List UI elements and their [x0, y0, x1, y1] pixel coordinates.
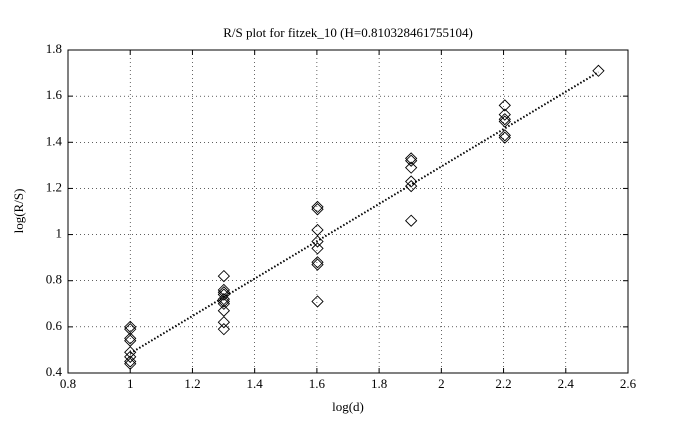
marker: [311, 242, 324, 255]
y-tick-label: 0.6: [46, 318, 63, 333]
marker: [311, 258, 324, 271]
marker: [124, 332, 137, 345]
marker: [405, 161, 418, 174]
marker: [311, 200, 324, 214]
marker: [498, 131, 511, 144]
marker: [311, 235, 324, 248]
x-axis-label: log(d): [332, 399, 364, 414]
x-tick-label: 0.8: [60, 376, 76, 391]
x-tick-label: 2.4: [558, 376, 575, 391]
x-tick-label: 2.2: [495, 376, 511, 391]
y-tick-label: 1.4: [46, 133, 63, 148]
marker: [217, 316, 231, 329]
marker: [311, 223, 324, 237]
marker: [592, 64, 605, 77]
marker: [405, 152, 418, 165]
y-tick-label: 1.8: [46, 41, 62, 56]
y-tick-label: 1.2: [46, 179, 62, 194]
marker: [124, 350, 137, 363]
marker: [124, 355, 137, 368]
marker: [311, 203, 324, 216]
marker: [405, 154, 418, 167]
y-tick-label: 1: [56, 226, 63, 241]
marker: [217, 297, 231, 310]
marker: [498, 129, 511, 142]
x-tick-label: 1.6: [309, 376, 326, 391]
x-tick-label: 2.6: [620, 376, 637, 391]
fit-line: [129, 71, 599, 355]
chart-title: R/S plot for fitzek_10 (H=0.810328461755…: [223, 25, 473, 40]
marker: [498, 108, 511, 121]
x-tick-label: 1: [127, 376, 134, 391]
marker: [217, 269, 231, 283]
marker: [124, 357, 137, 370]
x-tick-label: 1.2: [184, 376, 200, 391]
marker: [217, 295, 231, 308]
marker: [498, 115, 511, 128]
marker: [217, 323, 231, 336]
x-tick-label: 1.8: [371, 376, 387, 391]
x-tick-label: 1.4: [247, 376, 264, 391]
marker: [311, 295, 324, 308]
marker: [217, 288, 231, 301]
y-tick-label: 1.6: [46, 87, 63, 102]
y-axis-label: log(R/S): [11, 189, 26, 234]
marker: [311, 256, 324, 269]
x-tick-label: 2: [438, 376, 445, 391]
marker: [405, 214, 418, 227]
plot-frame: [67, 49, 629, 374]
marker: [498, 99, 511, 112]
y-tick-label: 0.8: [46, 272, 62, 287]
marker: [498, 113, 511, 126]
y-tick-label: 0.4: [46, 364, 63, 379]
marker: [405, 175, 418, 188]
marker: [405, 179, 418, 193]
